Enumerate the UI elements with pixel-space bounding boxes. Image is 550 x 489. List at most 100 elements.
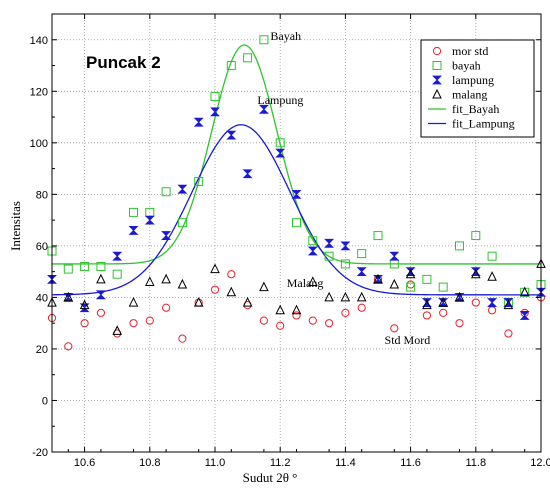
legend-entry: mor std	[432, 44, 488, 58]
data-point	[325, 319, 334, 328]
data-point	[406, 282, 416, 292]
data-point	[455, 241, 464, 251]
data-point	[487, 251, 497, 261]
data-point	[438, 282, 448, 292]
data-point	[210, 263, 220, 274]
data-point	[63, 291, 74, 302]
data-point	[373, 273, 383, 284]
data-point	[259, 316, 268, 325]
data-point	[292, 218, 301, 228]
data-point	[275, 148, 286, 158]
data-point	[389, 278, 400, 289]
data-point	[80, 319, 89, 328]
data-point	[162, 303, 171, 312]
data-point	[324, 291, 334, 302]
data-point	[357, 303, 366, 312]
x-tick-label: 11.4	[335, 457, 356, 469]
data-point	[422, 299, 432, 310]
data-point	[242, 296, 253, 307]
y-tick-label: 140	[30, 35, 48, 47]
data-point	[275, 304, 286, 315]
data-point	[487, 271, 497, 281]
data-point	[324, 251, 334, 261]
data-point	[390, 324, 399, 333]
series-malang	[47, 258, 546, 335]
data-point	[177, 218, 187, 228]
data-point	[80, 261, 90, 271]
data-point	[276, 321, 285, 330]
legend-entry: bayah	[432, 59, 481, 73]
data-point	[439, 308, 448, 317]
legend-entry: fit_Bayah	[428, 102, 499, 116]
x-tick-label: 10.6	[74, 457, 95, 469]
data-point	[308, 236, 318, 246]
annotation-label: Lampung	[257, 93, 303, 107]
data-point	[422, 274, 432, 284]
data-point	[129, 319, 138, 328]
data-point	[503, 299, 514, 310]
x-tick-label: 10.8	[139, 457, 160, 469]
data-point	[242, 169, 253, 179]
y-tick-label: 60	[36, 241, 48, 253]
legend-entry: lampung	[432, 73, 494, 87]
data-point	[129, 207, 138, 217]
legend-entry: malang	[432, 88, 487, 102]
data-point	[178, 334, 187, 343]
legend-swatch	[432, 75, 442, 85]
x-tick-label: 11.0	[205, 457, 226, 469]
data-point	[96, 273, 106, 284]
data-point	[227, 270, 236, 279]
data-point	[259, 281, 269, 292]
data-point	[112, 251, 123, 261]
annotations: Bayah Lampung Malang Std Mord	[257, 29, 430, 347]
annotation-label: Bayah	[270, 29, 301, 43]
y-tick-label: 0	[42, 395, 48, 407]
y-tick-label: 100	[30, 138, 48, 150]
annotation-label: Std Mord	[385, 333, 431, 347]
data-point	[340, 241, 351, 251]
data-point	[96, 261, 106, 271]
x-tick-label: 12.0	[530, 457, 550, 469]
data-point	[291, 304, 302, 315]
data-point	[226, 286, 237, 297]
data-point	[210, 91, 220, 101]
data-point	[438, 296, 449, 307]
y-tick-label: 20	[36, 344, 48, 356]
data-point	[226, 61, 236, 71]
annotation-label: Malang	[287, 276, 324, 290]
data-point	[258, 104, 269, 114]
legend-entry: fit_Lampung	[428, 117, 515, 131]
data-point	[373, 231, 383, 241]
data-point	[128, 296, 139, 307]
data-point	[275, 138, 285, 148]
data-point	[193, 117, 204, 127]
data-point	[145, 316, 154, 325]
data-point	[324, 238, 335, 248]
legend-label: bayah	[452, 59, 481, 73]
data-point	[454, 291, 465, 302]
data-point	[210, 285, 220, 294]
data-point	[177, 184, 188, 194]
data-point	[340, 259, 350, 269]
data-point	[243, 53, 253, 63]
data-point	[519, 286, 530, 297]
data-point	[292, 311, 301, 320]
data-point	[291, 189, 302, 199]
data-point	[422, 311, 431, 320]
data-points	[47, 35, 546, 351]
data-point	[470, 268, 481, 279]
data-point	[177, 278, 188, 289]
legend-box	[420, 39, 535, 138]
legend-label: mor std	[452, 44, 488, 58]
data-point	[356, 267, 367, 277]
data-point	[128, 226, 139, 235]
x-tick-label: 11.6	[400, 457, 421, 469]
data-point	[144, 215, 155, 225]
legend-swatch	[432, 88, 442, 99]
y-tick-label: 80	[36, 189, 48, 201]
data-point	[504, 329, 513, 338]
data-point	[308, 316, 317, 325]
data-point	[193, 296, 204, 307]
chart-title: Puncak 2	[86, 53, 161, 72]
